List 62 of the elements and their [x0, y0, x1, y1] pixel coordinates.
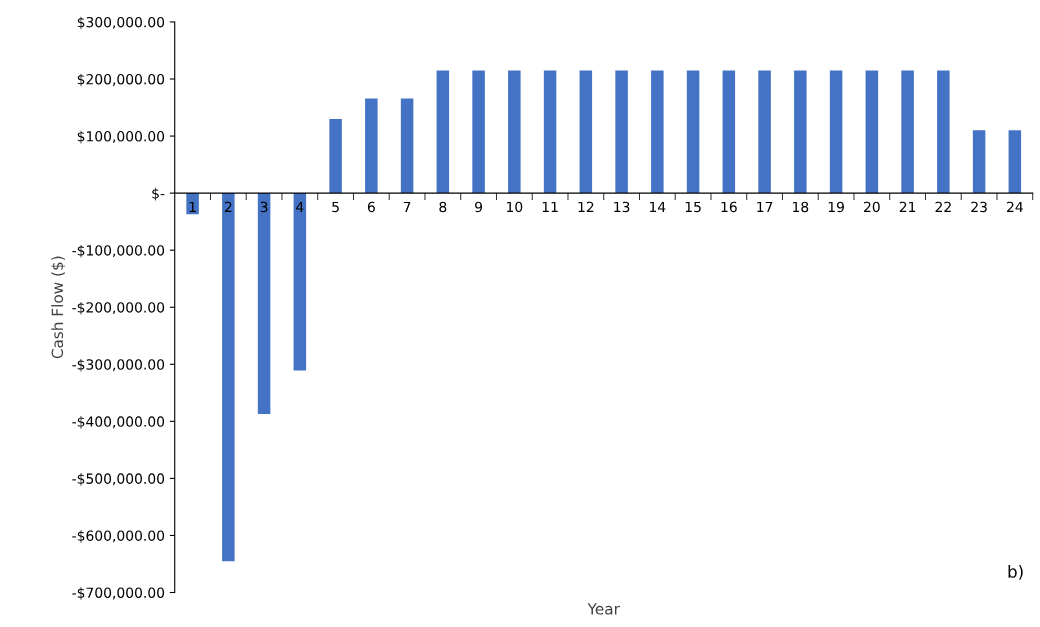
y-tick-label: $100,000.00	[77, 130, 165, 144]
x-tick-label: 20	[864, 201, 880, 213]
x-tick-label: 3	[260, 201, 268, 213]
annotation: b)	[1008, 564, 1023, 580]
x-tick-label: 12	[578, 201, 594, 212]
bar	[543, 70, 557, 194]
bar	[829, 70, 843, 194]
x-tick-label: 19	[828, 201, 844, 213]
bar	[758, 70, 771, 194]
y-tick-label: $300,000.00	[77, 16, 165, 30]
y-tick-label: -$500,000.00	[72, 473, 165, 486]
bar	[794, 70, 807, 194]
x-tick-label: 10	[507, 201, 523, 213]
x-tick-label: 16	[721, 201, 737, 213]
x-tick-label: 2	[224, 201, 232, 212]
bar	[293, 193, 307, 371]
y-tick-label: $200,000.00	[77, 73, 165, 87]
bar	[329, 118, 342, 194]
bar	[686, 70, 700, 194]
x-tick-label: 11	[542, 201, 558, 212]
bar	[186, 193, 199, 215]
bar	[651, 70, 664, 194]
x-tick-label: 14	[650, 201, 666, 212]
x-tick-label: 1	[189, 201, 196, 212]
bar	[901, 70, 914, 194]
x-tick-label: 15	[685, 201, 701, 213]
bar	[937, 70, 950, 194]
y-tick-label: -$400,000.00	[72, 416, 165, 429]
x-tick-label: 18	[793, 201, 809, 213]
bar	[222, 193, 235, 562]
y-tick-label: -$700,000.00	[72, 587, 165, 600]
y-tick-label: $-	[152, 187, 165, 201]
y-axis-title: Cash Flow ($)	[51, 256, 66, 359]
bar	[722, 70, 736, 194]
y-tick-label: -$600,000.00	[72, 530, 165, 543]
bar	[508, 70, 521, 194]
bar	[972, 130, 986, 194]
bar	[579, 70, 593, 194]
x-axis-title: Year	[587, 603, 620, 615]
x-tick-label: 17	[757, 201, 773, 212]
x-tick-label: 7	[403, 201, 411, 212]
x-tick-label: 21	[899, 201, 916, 212]
bar	[257, 193, 271, 414]
bar	[1008, 130, 1022, 194]
x-tick-label: 13	[614, 201, 630, 213]
bar	[365, 98, 378, 194]
x-tick-label: 6	[367, 201, 375, 213]
x-tick-label: 24	[1007, 201, 1023, 212]
bar	[472, 70, 485, 194]
y-tick-label: -$200,000.00	[72, 301, 165, 315]
bar	[615, 70, 628, 194]
y-tick-label: -$300,000.00	[72, 359, 165, 372]
x-tick-label: 8	[439, 201, 447, 213]
bar	[865, 70, 879, 194]
x-tick-label: 22	[935, 201, 951, 212]
x-tick-label: 4	[296, 201, 304, 212]
bar	[436, 70, 450, 194]
y-tick-label: -$100,000.00	[72, 244, 165, 258]
x-tick-label: 9	[475, 201, 483, 213]
x-tick-label: 23	[971, 201, 987, 213]
bar	[400, 98, 414, 194]
x-tick-label: 5	[332, 201, 339, 213]
